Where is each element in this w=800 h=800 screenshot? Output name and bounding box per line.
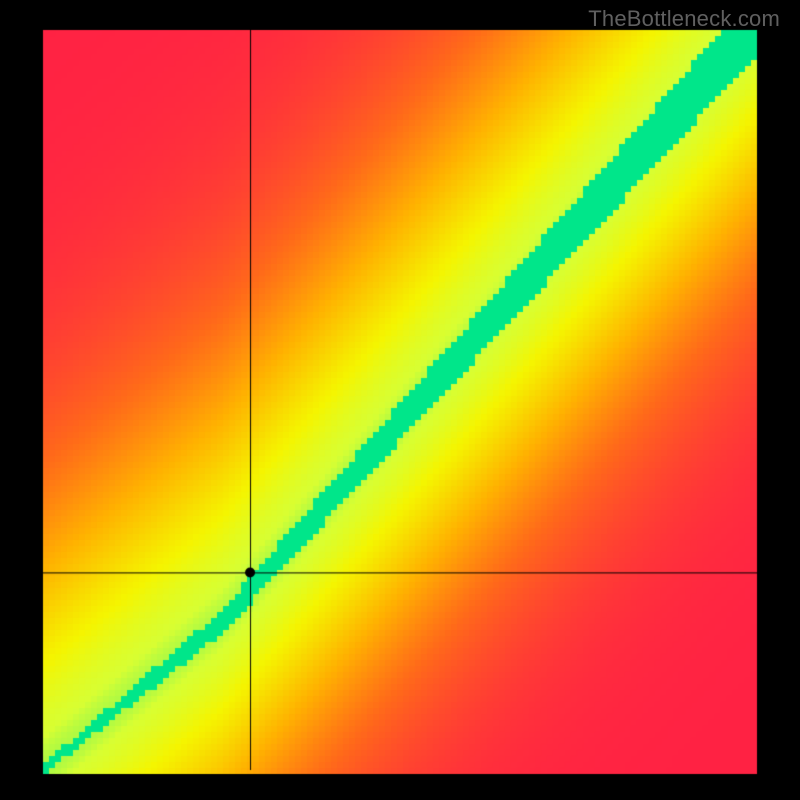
bottleneck-heatmap — [0, 0, 800, 800]
chart-container: TheBottleneck.com — [0, 0, 800, 800]
watermark-text: TheBottleneck.com — [588, 6, 780, 32]
